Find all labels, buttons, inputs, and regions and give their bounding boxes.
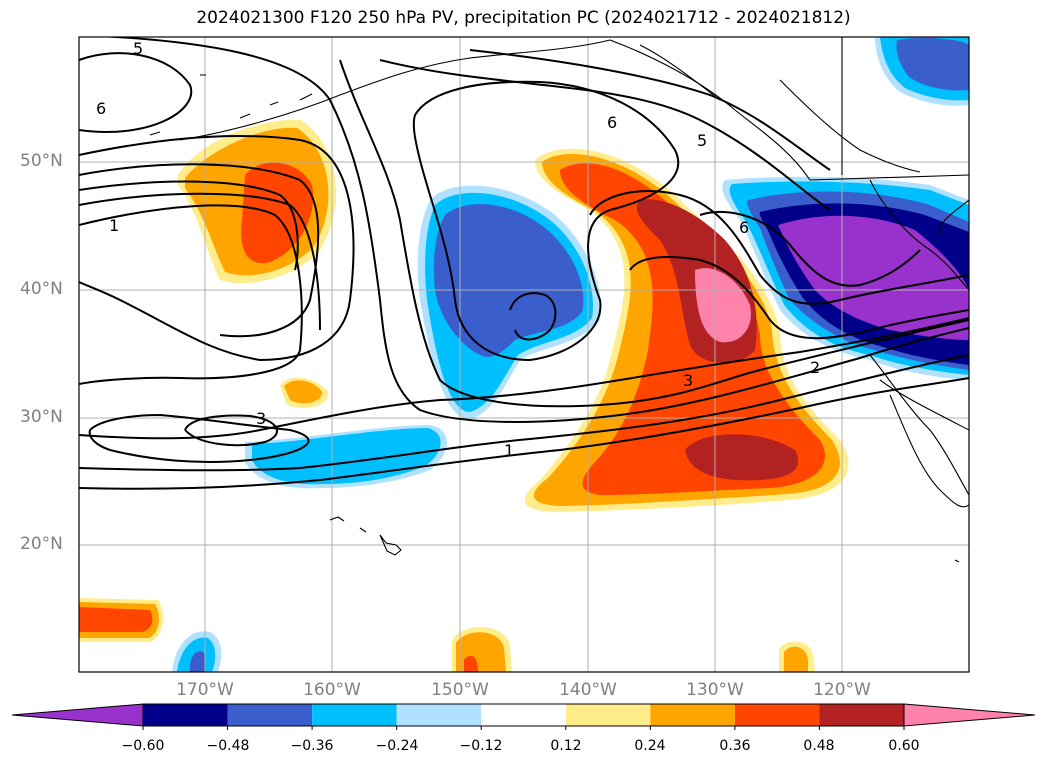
contour-label: 6 xyxy=(96,99,106,118)
lon-label: 160°W xyxy=(303,680,361,700)
contour-label: 3 xyxy=(256,409,266,428)
lon-label: 140°W xyxy=(559,680,617,700)
lat-label: 30°N xyxy=(20,407,63,427)
contour-label: 1 xyxy=(504,441,514,460)
precip-positive-region xyxy=(784,646,808,672)
colorbar-segment xyxy=(734,704,820,726)
coastlines xyxy=(149,37,969,563)
colorbar-tick-label: −0.48 xyxy=(206,738,250,754)
precip-shading xyxy=(79,37,969,672)
precip-positive-region xyxy=(695,268,751,343)
map-frame xyxy=(78,36,970,673)
precip-positive-region xyxy=(284,380,322,404)
colorbar-segment xyxy=(819,704,904,726)
lat-label: 40°N xyxy=(20,279,63,299)
lon-label: 130°W xyxy=(686,680,744,700)
colorbar-tick-label: −0.24 xyxy=(375,738,419,754)
lon-label: 120°W xyxy=(813,680,871,700)
precip-negative-region xyxy=(896,37,969,91)
colorbar-segment xyxy=(565,704,651,726)
contour-label: 2 xyxy=(810,358,820,377)
contour-label: 6 xyxy=(739,218,749,237)
precip-negative-region xyxy=(433,204,584,357)
colorbar-tick-label: 0.12 xyxy=(550,738,582,754)
contour-label: 5 xyxy=(133,39,143,58)
map-title: 2024021300 F120 250 hPa PV, precipitatio… xyxy=(196,8,851,28)
precip-negative-region xyxy=(778,215,969,340)
contour-label: 6 xyxy=(607,113,617,132)
colorbar-segment xyxy=(312,704,397,726)
contour-label: 3 xyxy=(683,371,693,390)
colorbar-tick-label: 0.24 xyxy=(634,738,666,754)
graticule xyxy=(79,37,969,672)
pv-contours xyxy=(79,37,969,490)
colorbar-tick-label: 0.36 xyxy=(719,738,751,754)
colorbar-segment xyxy=(481,704,566,726)
precip-positive-region xyxy=(685,434,799,481)
colorbar-segment xyxy=(396,704,482,726)
lon-label: 170°W xyxy=(176,680,234,700)
precip-positive-region xyxy=(79,607,153,632)
colorbar-tick-label: 0.60 xyxy=(888,738,920,754)
colorbar-tick-label: −0.36 xyxy=(290,738,334,754)
colorbar-tick-label: 0.48 xyxy=(803,738,835,754)
lon-label: 150°W xyxy=(431,680,489,700)
colorbar-segment xyxy=(227,704,313,726)
pv-contour-labels: 5 6 1 6 5 6 3 2 1 3 xyxy=(96,39,820,460)
lat-label: 20°N xyxy=(20,534,63,554)
colorbar-segment xyxy=(143,704,228,726)
colorbar-extend-right xyxy=(903,703,1036,727)
colorbar-tick-label: −0.60 xyxy=(121,738,165,754)
colorbar-segment xyxy=(650,704,735,726)
colorbar-tick-label: −0.12 xyxy=(459,738,503,754)
colorbar xyxy=(11,703,1036,730)
precip-positive-region xyxy=(464,655,478,672)
contour-label: 1 xyxy=(109,216,119,235)
colorbar-extend-left xyxy=(11,703,144,727)
lat-label: 50°N xyxy=(20,151,63,171)
contour-label: 5 xyxy=(697,131,707,150)
precip-negative-region xyxy=(190,651,205,672)
